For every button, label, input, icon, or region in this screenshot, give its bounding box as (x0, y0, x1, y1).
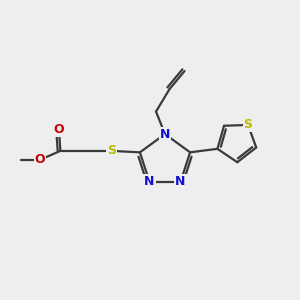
Text: O: O (35, 153, 45, 166)
Text: N: N (160, 128, 170, 141)
Text: S: S (244, 118, 253, 131)
Text: N: N (144, 176, 155, 188)
Text: N: N (175, 176, 186, 188)
Text: O: O (54, 123, 64, 136)
Text: S: S (107, 144, 116, 157)
